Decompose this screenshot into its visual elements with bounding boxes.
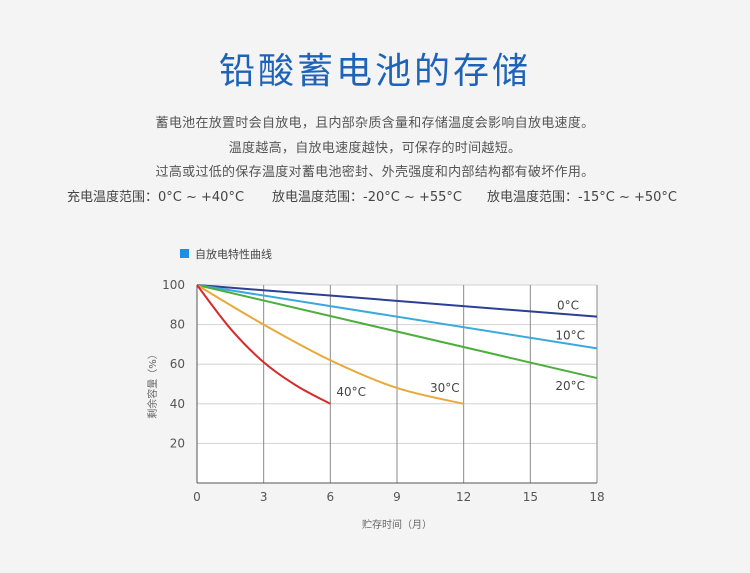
- y-tick-label: 20: [170, 436, 185, 450]
- x-tick-label: 9: [393, 490, 401, 504]
- series-label: 0°C: [557, 299, 579, 313]
- page-title: 铅酸蓄电池的存储: [218, 51, 531, 92]
- description-line-1: 蓄电池在放置时会自放电，且内部杂质含量和存储温度会影响自放电速度。: [155, 116, 595, 131]
- description-line-3: 过高或过低的保存温度对蓄电池密封、外壳强度和内部结构都有破坏作用。: [155, 165, 595, 180]
- y-tick-label: 60: [170, 357, 185, 371]
- y-tick-label: 40: [170, 397, 185, 411]
- x-axis-label: 贮存时间（月）: [362, 518, 432, 531]
- series-line-20c: [196, 284, 598, 380]
- series-label: 10°C: [555, 328, 585, 342]
- series-label: 30°C: [430, 381, 460, 395]
- legend-label: 自放电特性曲线: [195, 247, 272, 261]
- x-tick-label: 12: [456, 490, 471, 504]
- series-label: 40°C: [336, 385, 366, 399]
- discharge-temperature-range: 放电温度范围：-20°C ~ +55°C: [272, 190, 462, 205]
- x-tick-label: 15: [523, 490, 538, 504]
- temperature-ranges: 充电温度范围：0°C ~ +40°C 放电温度范围：-20°C ~ +55°C 放电…: [67, 186, 707, 205]
- x-tick-label: 0: [193, 490, 201, 504]
- y-axis-label: 剩余容量（%）: [146, 349, 159, 419]
- legend-swatch: [180, 249, 189, 258]
- charge-temperature-range: 充电温度范围：0°C ~ +40°C: [67, 190, 245, 205]
- series-line-40c: [196, 284, 331, 405]
- x-tick-label: 3: [260, 490, 268, 504]
- y-tick-label: 100: [162, 278, 185, 292]
- x-tick-label: 18: [589, 490, 604, 504]
- series-label: 20°C: [555, 379, 585, 393]
- series-line-30c: [196, 284, 464, 405]
- discharge-temperature-range-2: 放电温度范围：-15°C ~ +50°C: [487, 190, 677, 205]
- series-line-10c: [196, 284, 598, 350]
- series-line-0c: [196, 284, 598, 318]
- y-tick-label: 80: [170, 318, 185, 332]
- x-tick-label: 6: [327, 490, 335, 504]
- description-line-2: 温度越高，自放电速度越快，可保存的时间越短。: [228, 141, 522, 156]
